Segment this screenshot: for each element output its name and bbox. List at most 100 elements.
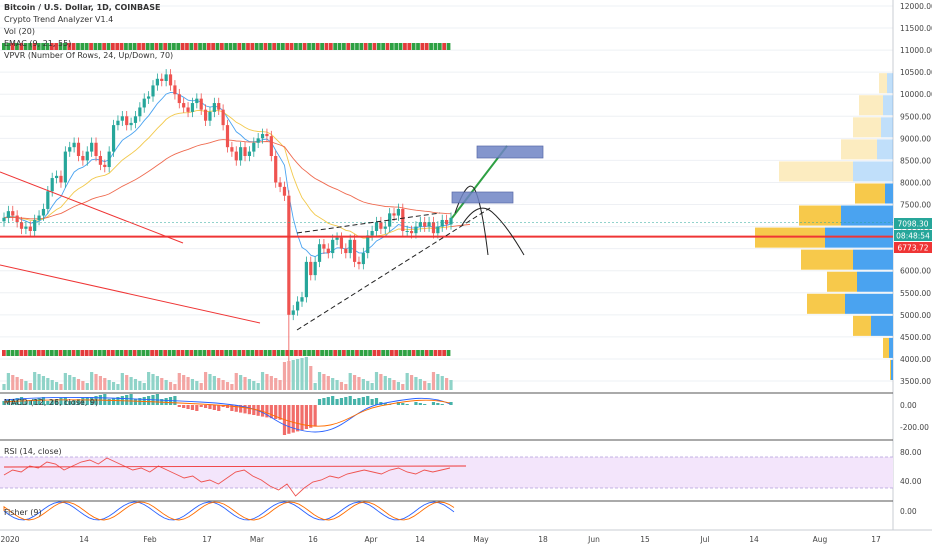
candle-body [103, 164, 107, 168]
trend-bar-top [141, 43, 146, 50]
trend-bar-bottom [185, 350, 189, 356]
candle-body [313, 261, 317, 276]
trend-bar-bottom [158, 350, 163, 356]
candle-body [147, 96, 151, 99]
candle-body [252, 142, 256, 152]
candle-body [401, 208, 405, 231]
price-tick-label: 12000.00 [900, 2, 932, 11]
vp-row-down [883, 337, 889, 358]
trend-bar-top [272, 43, 277, 50]
macd-bar [190, 405, 195, 410]
vp-row-up [889, 337, 893, 358]
candle-body [94, 142, 98, 156]
macd-pane [2, 394, 453, 435]
trend-bar-top [424, 43, 429, 50]
trend-bar-top [280, 43, 285, 50]
rsi-pane [0, 456, 893, 497]
time-tick-label: 14 [79, 535, 89, 544]
vp-row-down [890, 359, 891, 380]
trendline-red-2 [0, 264, 261, 324]
trend-bar-top [189, 43, 194, 50]
trend-bar-bottom [150, 350, 154, 356]
trend-bar-bottom [376, 350, 381, 356]
macd-bar [247, 405, 252, 415]
trend-bar-top [215, 43, 220, 50]
trend-bar-bottom [141, 350, 146, 356]
candle-body [155, 78, 159, 86]
volume-bar [414, 377, 418, 390]
vp-row-up [853, 161, 893, 182]
macd-bar [147, 396, 151, 405]
vp-row-up [853, 249, 893, 270]
volume-bar [243, 377, 247, 390]
macd-bar [81, 398, 85, 405]
candle-body [24, 226, 28, 229]
legend-indicator-volume[interactable]: Vol (20) [4, 27, 35, 36]
macd-bar [436, 403, 440, 405]
legend-indicator-emac[interactable]: EMAC (9, 21, 55) [4, 39, 72, 48]
trend-bar-top [372, 43, 377, 50]
trend-bar-bottom [163, 350, 168, 356]
candle-body [72, 142, 76, 148]
trend-bar-top [28, 43, 32, 50]
volume-bar [41, 376, 46, 390]
legend-indicator-trend[interactable]: Crypto Trend Analyzer V1.4 [4, 15, 114, 24]
macd-bar [230, 405, 234, 411]
volume-bar [252, 381, 256, 390]
rsi-label[interactable]: RSI (14, close) [4, 447, 62, 456]
macd-bar [331, 396, 335, 405]
vp-row-down [855, 183, 885, 204]
volume-bar [282, 362, 287, 390]
price-tick-label: 9000.00 [900, 134, 931, 143]
legend-indicator-vpvr[interactable]: VPVR (Number Of Rows, 24, Up/Down, 70) [4, 51, 174, 60]
vp-row-down [853, 117, 881, 138]
volume-bar [76, 379, 81, 390]
volume-bar [418, 379, 422, 390]
volume-bar [401, 384, 405, 390]
macd-bar [352, 399, 357, 405]
volume-bar [155, 376, 159, 390]
macd-bar [322, 398, 326, 405]
trend-bar-top [250, 43, 255, 50]
macd-bar [339, 398, 344, 405]
trend-bar-bottom [71, 350, 76, 356]
candle-body [322, 244, 326, 249]
volume-bar [326, 376, 330, 390]
candle-body [348, 239, 352, 254]
pane-axis-ticks: 0.00 -200.00 80.00 40.00 0.00 [900, 401, 929, 516]
trend-bar-bottom [93, 350, 98, 356]
trend-bar-top [145, 43, 150, 50]
macd-bar [300, 405, 304, 431]
macd-bar [278, 405, 282, 420]
trend-bar-top [237, 43, 242, 50]
trend-bar-bottom [411, 350, 416, 356]
macd-label[interactable]: MACD (12, 26, close, 9) [4, 398, 99, 407]
trend-bar-top [128, 43, 133, 50]
trend-bar-bottom [32, 350, 37, 356]
volume-bar [120, 373, 124, 390]
volume-bar [81, 381, 85, 390]
rsi-band [0, 457, 893, 488]
volume-bar [190, 379, 195, 390]
trend-bar-bottom [58, 350, 63, 356]
candle-body [282, 186, 287, 196]
macd-bar [265, 405, 269, 418]
vp-row-down [841, 139, 877, 160]
trend-bar-bottom [145, 350, 150, 356]
volume-bar [33, 372, 37, 390]
trend-bar-bottom [119, 350, 124, 356]
candle-body [344, 248, 348, 254]
macd-bar [59, 398, 63, 405]
time-axis-ticks: 2020 14 Feb 17 Mar 16 Apr 14 May 18 Jun 15 Jul 14 Aug 1… [0, 535, 881, 544]
trend-bar-bottom [137, 350, 141, 356]
candle-body [431, 222, 436, 234]
macd-bar [405, 404, 409, 405]
candle-body [90, 142, 94, 152]
trend-bar-top [433, 43, 438, 50]
candle-body [225, 125, 230, 148]
macd-bar [2, 401, 6, 405]
candle-body [361, 253, 365, 265]
fisher-label[interactable]: Fisher (9) [4, 508, 42, 517]
trend-bar-top [97, 43, 102, 50]
